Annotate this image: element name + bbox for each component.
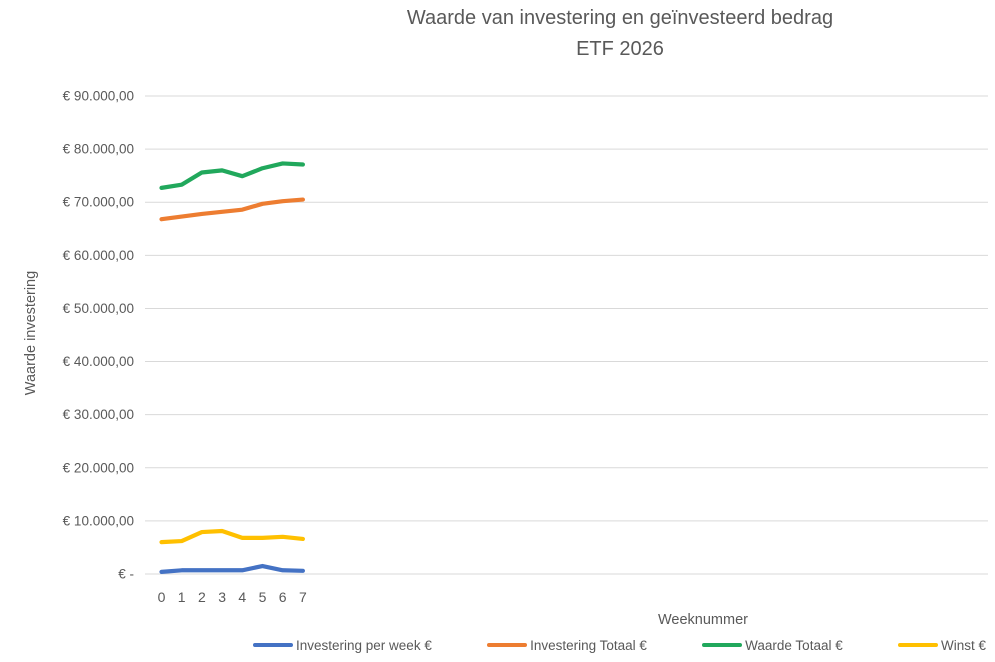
legend-label: Investering per week € <box>296 637 432 653</box>
x-tick-label: 3 <box>218 589 226 605</box>
y-tick-label: € 40.000,00 <box>63 354 134 369</box>
x-axis-title: Weeknummer <box>658 612 748 628</box>
series-line-waarde-totaal <box>159 161 305 190</box>
legend-label: Winst € <box>940 637 986 653</box>
x-tick-label: 7 <box>299 589 307 605</box>
y-tick-label: € 80.000,00 <box>63 142 134 157</box>
legend-item-winst: Winst € <box>897 637 986 653</box>
x-tick-label: 2 <box>198 589 206 605</box>
x-tick-label: 0 <box>158 589 166 605</box>
legend-marker-icon <box>702 642 743 648</box>
series-line-investering-totaal <box>159 197 305 222</box>
x-tick-label: 4 <box>238 589 246 605</box>
y-tick-label: € 30.000,00 <box>63 407 134 422</box>
x-tick-label: 1 <box>178 589 186 605</box>
legend-marker-icon <box>487 642 528 648</box>
series-line-investering-per-week <box>159 563 305 574</box>
x-tick-label: 6 <box>279 589 287 605</box>
chart-title-line1: Waarde van investering en geïnvesteerd b… <box>406 7 834 29</box>
y-tick-label: € 10.000,00 <box>63 513 134 528</box>
legend-marker-icon <box>897 642 938 648</box>
y-tick-label: € 20.000,00 <box>63 460 134 475</box>
legend-item-investering-totaal: Investering Totaal € <box>487 638 647 653</box>
legend-label: Waarde Totaal € <box>745 637 843 653</box>
legend-marker-icon <box>253 642 293 648</box>
y-tick-label: € 70.000,00 <box>63 195 134 210</box>
y-tick-label: € - <box>118 567 134 582</box>
legend: Investering per week € Investering Totaal… <box>253 636 986 654</box>
legend-item-waarde-totaal: Waarde Totaal € <box>702 638 843 653</box>
series-line-winst <box>159 528 305 545</box>
chart-title-line2: ETF 2026 <box>576 38 664 60</box>
legend-item-investering-per-week: Investering per week € <box>253 638 432 653</box>
y-tick-label: € 60.000,00 <box>63 248 134 263</box>
y-tick-label: € 50.000,00 <box>63 301 134 316</box>
chart-title: Waarde van investering en geïnvesteerd b… <box>245 3 995 65</box>
y-tick-label: € 90.000,00 <box>63 89 134 104</box>
legend-label: Investering Totaal € <box>530 637 647 653</box>
x-tick-label: 5 <box>259 589 267 605</box>
